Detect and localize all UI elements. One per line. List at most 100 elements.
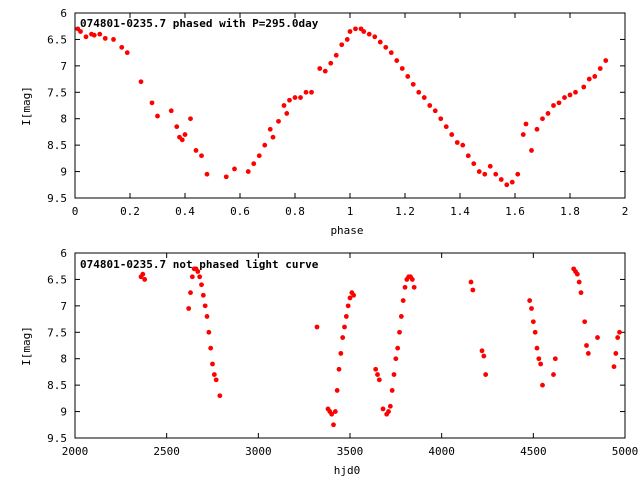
data-point <box>540 116 545 122</box>
data-point <box>432 108 438 114</box>
y-tick-label: 9.5 <box>47 192 67 205</box>
data-point <box>281 103 287 108</box>
data-point <box>405 74 411 79</box>
data-point <box>174 124 180 130</box>
data-point <box>213 377 219 383</box>
x-axis-label: phase <box>330 224 363 237</box>
data-point <box>540 382 545 388</box>
data-point <box>343 314 349 319</box>
data-point <box>223 174 229 180</box>
data-point <box>400 298 406 303</box>
chart-title: 074801-0235.7 phased with P=295.0day <box>80 17 319 30</box>
data-point <box>372 34 378 40</box>
data-point <box>138 79 144 85</box>
data-point <box>199 282 204 288</box>
data-point <box>527 298 533 303</box>
data-point <box>387 403 393 409</box>
data-point <box>193 148 199 153</box>
data-point <box>482 171 488 177</box>
data-point <box>498 177 504 182</box>
y-tick-labels: 6 6.5 7 7.5 8 8.5 9 9.5 <box>47 7 67 205</box>
data-point <box>245 169 251 174</box>
data-point <box>375 372 380 377</box>
data-point <box>532 329 538 335</box>
data-point <box>351 292 357 298</box>
data-point <box>493 171 499 177</box>
y-tick-label: 8.5 <box>47 379 67 392</box>
y-tick-label: 9 <box>60 406 67 419</box>
data-point <box>615 335 621 340</box>
data-point <box>552 356 558 362</box>
x-axis-label: hjd0 <box>334 464 361 477</box>
x-tick-label: 2500 <box>153 445 180 458</box>
data-point <box>270 134 276 140</box>
data-point <box>416 89 422 95</box>
data-point <box>334 388 340 393</box>
data-point <box>262 142 268 148</box>
data-point <box>328 60 334 66</box>
data-point <box>574 271 580 277</box>
data-point <box>551 372 556 377</box>
data-point <box>182 132 188 137</box>
data-point <box>366 31 372 37</box>
data-point <box>256 153 262 159</box>
data-point <box>111 37 116 42</box>
data-point <box>581 84 587 90</box>
x-tick-label: 1.4 <box>450 205 470 218</box>
data-point <box>562 95 567 100</box>
y-tick-label: 7.5 <box>47 326 67 339</box>
data-point <box>454 140 460 145</box>
data-point <box>576 279 582 285</box>
y-tick-label: 9 <box>60 166 67 179</box>
data-point <box>556 100 562 106</box>
data-point <box>347 295 353 301</box>
data-point <box>397 329 402 335</box>
data-point <box>410 81 416 87</box>
data-point <box>391 372 397 377</box>
data-point <box>206 329 212 335</box>
y-tick-label: 6.5 <box>47 33 67 46</box>
x-tick-label: 4500 <box>520 445 547 458</box>
data-point <box>83 34 89 40</box>
data-point <box>142 277 148 282</box>
data-point <box>443 124 449 130</box>
data-points <box>138 266 622 428</box>
data-point <box>476 169 482 174</box>
data-point <box>395 345 401 351</box>
data-point <box>388 50 394 56</box>
data-point <box>613 351 619 356</box>
data-point <box>303 89 309 95</box>
data-point <box>529 306 534 311</box>
data-point <box>386 409 391 414</box>
data-point <box>202 303 208 309</box>
plot-frame <box>74 252 626 439</box>
data-point <box>399 66 405 71</box>
x-tick-label: 1.8 <box>560 205 580 218</box>
y-tick-label: 7 <box>60 300 67 313</box>
data-point <box>389 388 395 393</box>
data-point <box>340 335 346 340</box>
x-tick-label: 4000 <box>428 445 455 458</box>
data-point <box>287 97 292 103</box>
data-point <box>149 100 155 106</box>
data-point <box>344 37 350 42</box>
data-point <box>504 182 510 188</box>
data-point <box>449 132 455 137</box>
data-point <box>585 351 591 356</box>
x-tick-labels: 0 0.2 0.4 0.6 0.8 1 1.2 1.4 1.6 1.8 2 <box>72 205 629 218</box>
data-point <box>78 29 83 34</box>
x-tick-label: 0.2 <box>120 205 140 218</box>
data-point <box>411 284 417 290</box>
data-point <box>331 422 336 428</box>
data-point <box>534 126 540 132</box>
y-tick-label: 7.5 <box>47 86 67 99</box>
x-tick-label: 5000 <box>612 445 639 458</box>
y-tick-label: 6.5 <box>47 273 67 286</box>
data-point <box>336 366 342 372</box>
data-point <box>611 364 617 370</box>
data-point <box>573 89 578 95</box>
data-point <box>333 52 339 58</box>
x-tick-label: 0.8 <box>285 205 305 218</box>
y-tick-label: 7 <box>60 60 67 73</box>
